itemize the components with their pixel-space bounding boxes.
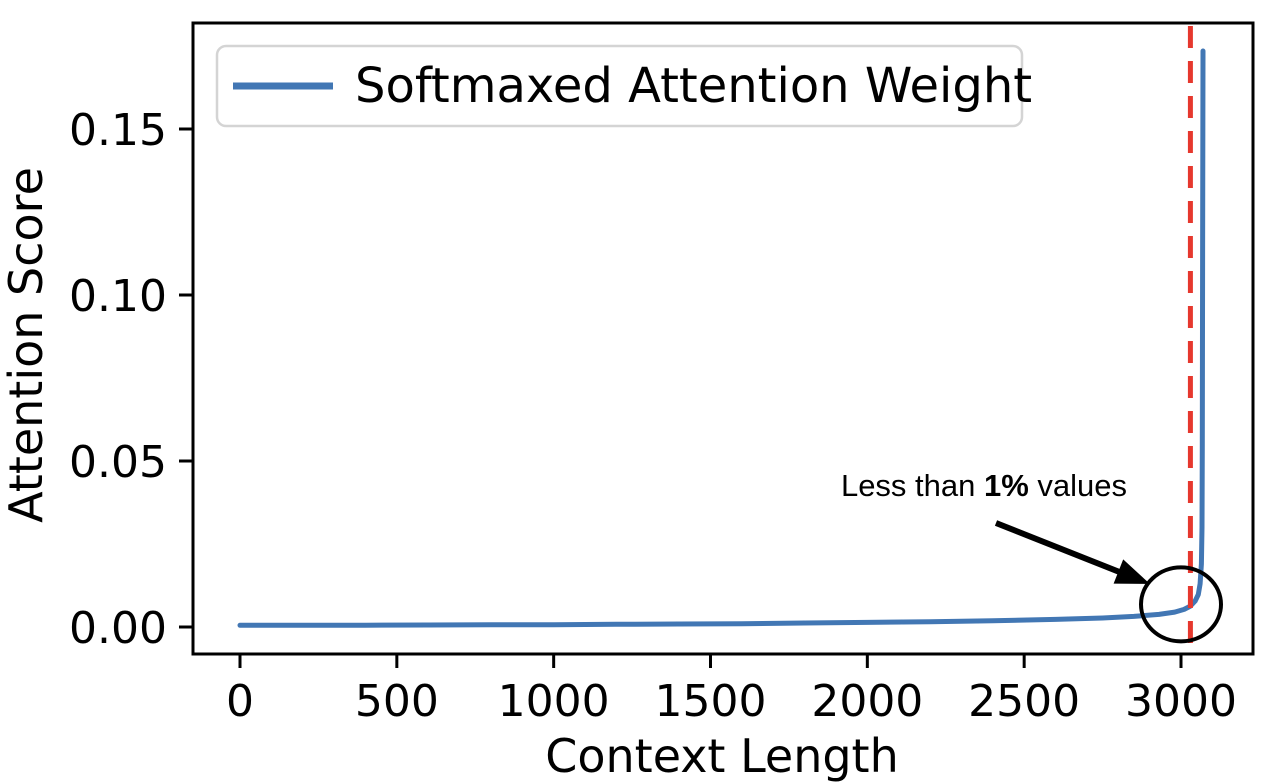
- legend-box: [215, 44, 1024, 128]
- x-ticks: 0 500 1000 1500 2000 2500 3000: [226, 654, 1237, 727]
- plot-frame: [191, 21, 1255, 656]
- legend-label: Softmaxed Attention Weight: [355, 58, 1032, 114]
- x-tick-label: 3000: [1125, 676, 1237, 727]
- x-tick-label: 2500: [968, 676, 1080, 727]
- attention-line: [237, 48, 1206, 628]
- y-tick-label: 0.15: [69, 105, 167, 156]
- annotation-arrow: [994, 520, 1150, 584]
- x-tick-label: 1500: [655, 676, 767, 727]
- annotation-text: Less than 1% values: [841, 468, 1127, 503]
- x-tick-label: 0: [226, 676, 254, 727]
- arrow-head-icon: [1113, 559, 1150, 584]
- x-tick-label: 500: [355, 676, 439, 727]
- y-ticks: 0.00 0.05 0.10 0.15: [69, 105, 193, 654]
- legend: Softmaxed Attention Weight: [215, 44, 1032, 128]
- y-axis-label: Attention Score: [0, 167, 53, 523]
- x-tick-label: 1000: [498, 676, 610, 727]
- arrow-shaft: [994, 520, 1124, 576]
- annotation-suffix: values: [1029, 468, 1127, 503]
- x-tick-label: 2000: [811, 676, 923, 727]
- series-curve: [237, 48, 1206, 628]
- x-axis-label: Context Length: [545, 729, 899, 783]
- annotation-prefix: Less than: [841, 468, 984, 503]
- y-tick-label: 0.05: [69, 437, 167, 488]
- annotation-bold: 1%: [984, 468, 1029, 503]
- highlight-circle: [1139, 565, 1223, 644]
- y-tick-label: 0.10: [69, 271, 167, 322]
- y-tick-label: 0.00: [69, 603, 167, 654]
